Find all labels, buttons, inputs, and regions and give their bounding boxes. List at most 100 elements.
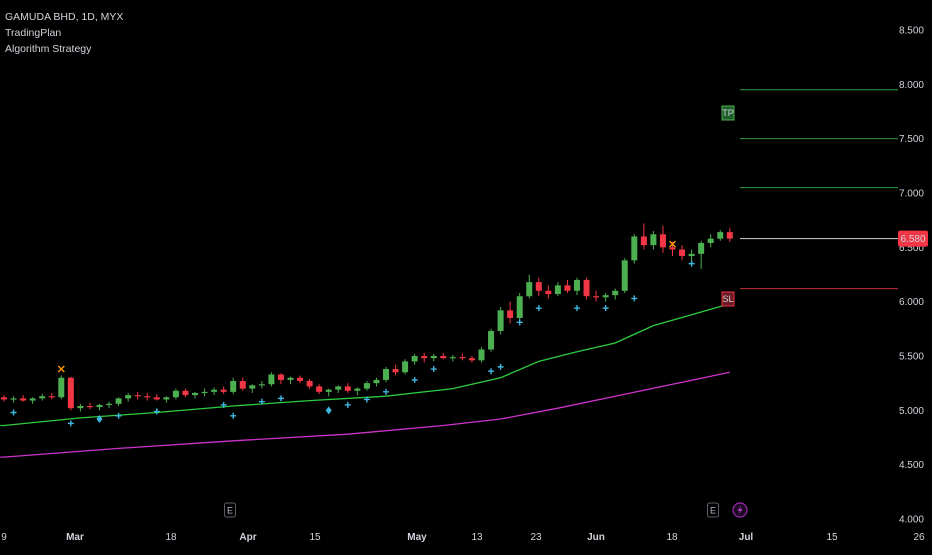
x-axis-tick-label: 9 xyxy=(1,532,7,543)
candle-body[interactable] xyxy=(106,403,113,406)
candle-body[interactable] xyxy=(239,380,246,389)
signal-diamond-marker xyxy=(96,415,103,424)
candle-body[interactable] xyxy=(192,392,198,396)
candle-body[interactable] xyxy=(182,390,189,396)
candle-body[interactable] xyxy=(631,236,638,261)
x-axis-tick-label: 18 xyxy=(666,532,678,543)
candle-body[interactable] xyxy=(125,395,132,399)
candle-body[interactable] xyxy=(392,369,399,373)
candle-body[interactable] xyxy=(621,260,628,291)
candle-body[interactable] xyxy=(363,383,370,389)
candle-body[interactable] xyxy=(593,296,600,298)
candle-body[interactable] xyxy=(287,377,294,380)
candle-body[interactable] xyxy=(707,238,714,243)
candle-body[interactable] xyxy=(86,405,93,408)
candle-body[interactable] xyxy=(220,389,227,392)
candle-body[interactable] xyxy=(249,385,256,389)
candle-body[interactable] xyxy=(153,397,160,400)
candle-body[interactable] xyxy=(335,386,342,390)
candle-body[interactable] xyxy=(201,391,208,394)
y-axis-tick-label: 7.500 xyxy=(899,134,924,145)
candle-body[interactable] xyxy=(373,379,380,384)
candle-body[interactable] xyxy=(20,398,27,401)
signal-plus-marker xyxy=(363,396,370,403)
candle-body[interactable] xyxy=(163,397,170,400)
candle-body[interactable] xyxy=(478,349,485,361)
candle-body[interactable] xyxy=(58,377,65,398)
candle-body[interactable] xyxy=(669,247,676,250)
candle-body[interactable] xyxy=(172,390,179,398)
candle-body[interactable] xyxy=(640,236,647,246)
candle-body[interactable] xyxy=(134,395,141,397)
indicator-tradingplan[interactable]: TradingPlan xyxy=(5,27,62,39)
candle-body[interactable] xyxy=(277,374,284,380)
candle-body[interactable] xyxy=(402,361,409,373)
signal-plus-marker xyxy=(497,363,504,370)
candle-body[interactable] xyxy=(306,380,313,387)
candle-body[interactable] xyxy=(383,369,389,380)
symbol-title[interactable]: GAMUDA BHD, 1D, MYX xyxy=(5,11,124,23)
candle-body[interactable] xyxy=(411,356,418,362)
candle-body[interactable] xyxy=(440,356,447,359)
candle-body[interactable] xyxy=(430,356,437,359)
candle-body[interactable] xyxy=(459,357,466,359)
candle-body[interactable] xyxy=(497,310,504,332)
candle-body[interactable] xyxy=(230,380,237,392)
candle-body[interactable] xyxy=(507,310,514,318)
ma-slow-line xyxy=(0,371,730,458)
candle-body[interactable] xyxy=(115,398,122,404)
candle-body[interactable] xyxy=(258,384,265,386)
candle-body[interactable] xyxy=(488,331,495,350)
candle-body[interactable] xyxy=(535,282,542,291)
candle-body[interactable] xyxy=(77,405,84,409)
x-axis-tick-label: Mar xyxy=(66,532,84,543)
x-axis-tick-label: Apr xyxy=(239,532,256,543)
candle-body[interactable] xyxy=(344,386,351,391)
candle-body[interactable] xyxy=(717,232,724,239)
candle-body[interactable] xyxy=(583,279,590,297)
signal-diamond-marker xyxy=(325,406,332,415)
candle-body[interactable] xyxy=(449,357,456,359)
candle-body[interactable] xyxy=(602,295,609,298)
earnings-marker[interactable] xyxy=(707,502,719,518)
candle-body[interactable] xyxy=(10,398,17,400)
y-axis-tick-label: 4.500 xyxy=(899,460,924,471)
candle-body[interactable] xyxy=(726,232,733,239)
candle-body[interactable] xyxy=(211,389,218,392)
candle-body[interactable] xyxy=(67,377,74,409)
candle-body[interactable] xyxy=(468,358,475,361)
candle-body[interactable] xyxy=(268,374,275,385)
tp-badge xyxy=(721,105,735,121)
candle-body[interactable] xyxy=(39,396,46,399)
candle-body[interactable] xyxy=(650,234,657,246)
candle-body[interactable] xyxy=(29,398,36,401)
earnings-marker[interactable] xyxy=(224,502,236,518)
candle-body[interactable] xyxy=(545,290,552,295)
candle-body[interactable] xyxy=(516,296,523,318)
candle-body[interactable] xyxy=(48,396,55,398)
candle-body[interactable] xyxy=(316,386,323,392)
x-axis-tick-label: 15 xyxy=(826,532,838,543)
candle-body[interactable] xyxy=(688,253,695,257)
candle-body[interactable] xyxy=(325,389,332,392)
last-price-badge[interactable] xyxy=(898,230,928,247)
candle-body[interactable] xyxy=(144,396,151,398)
candle-body[interactable] xyxy=(679,249,686,257)
lightning-icon xyxy=(737,505,743,515)
candle-body[interactable] xyxy=(421,356,428,359)
y-axis-tick-label: 8.000 xyxy=(899,80,924,91)
candle-body[interactable] xyxy=(612,290,619,296)
candle-body[interactable] xyxy=(564,285,571,291)
candle-body[interactable] xyxy=(698,242,705,254)
candle-body[interactable] xyxy=(554,285,561,295)
candle-body[interactable] xyxy=(1,397,7,400)
candle-body[interactable] xyxy=(659,234,666,248)
candle-body[interactable] xyxy=(354,388,361,391)
candle-body[interactable] xyxy=(574,279,580,291)
candle-body[interactable] xyxy=(96,404,103,408)
indicator-algorithm-strategy[interactable]: Algorithm Strategy xyxy=(5,43,92,55)
candle-body[interactable] xyxy=(526,282,533,297)
candle-body[interactable] xyxy=(297,377,304,381)
